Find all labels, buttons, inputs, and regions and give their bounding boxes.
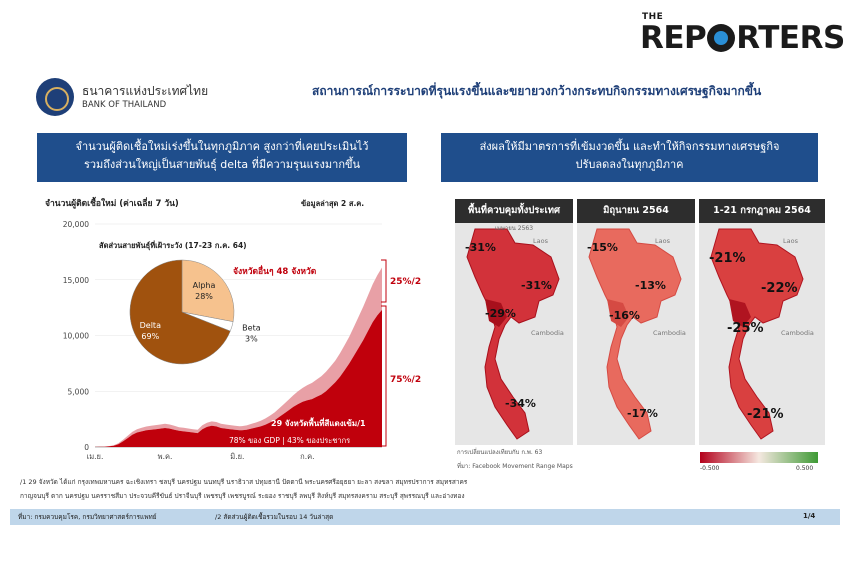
map-change-label: -21% [709, 251, 746, 266]
pie-label-alpha: Alpha [193, 281, 216, 290]
province-footnote: /1 29 จังหวัด ได้แก่ กรุงเทพมหานคร ฉะเชิ… [20, 478, 468, 500]
map-place-label: Cambodia [531, 329, 564, 337]
map-change-label: -13% [635, 279, 666, 292]
map-header: พื้นที่ควบคุมทั้งประเทศ [455, 199, 573, 223]
new-cases-chart-svg: จำนวนผู้ติดเชื้อใหม่ (ค่าเฉลี่ย 7 วัน) ข้… [45, 196, 421, 461]
map-change-label: -31% [465, 241, 496, 254]
map-place-label: Cambodia [781, 329, 814, 337]
y-tick-label: 5,000 [68, 387, 90, 396]
map-change-note: การเปลี่ยนแปลงเทียบกับ ก.พ. 63 [457, 449, 543, 456]
chart-title: จำนวนผู้ติดเชื้อใหม่ (ค่าเฉลี่ย 7 วัน) [45, 196, 179, 209]
map-header: 1-21 กรกฎาคม 2564 [699, 199, 825, 223]
map-lockdown-2020: พื้นที่ควบคุมทั้งประเทศ เมษายน 2563 -31%… [455, 199, 573, 445]
central-region-shape [607, 299, 629, 327]
annotation-other-provinces: จังหวัดอื่นๆ 48 จังหวัด [233, 264, 317, 277]
bot-seal-icon [36, 78, 74, 116]
map-place-label: Laos [655, 237, 670, 245]
annotation-red-zone-share: 78% ของ GDP | 43% ของประชากร [229, 436, 350, 445]
map-change-label: -29% [485, 307, 516, 320]
y-tick-label: 10,000 [63, 332, 89, 341]
camera-lens-icon [707, 24, 736, 52]
page-number: 1/4 [803, 512, 816, 520]
y-tick-label: 20,000 [63, 220, 89, 229]
bracket-red-zone [381, 305, 387, 447]
map-change-label: -34% [505, 397, 536, 410]
central-region-shape [485, 299, 507, 327]
central-region-shape [729, 299, 751, 327]
map-change-label: -16% [609, 309, 640, 322]
footer-bar [10, 509, 840, 525]
thailand-map-shape [455, 223, 573, 445]
footer-note: /2 สัดส่วนผู้ติดเชื้อรวมในรอบ 14 วันล่าส… [215, 513, 334, 521]
map-place-label: Laos [783, 237, 798, 245]
legend-min-label: -0.500 [700, 465, 720, 472]
pie-value-beta: 3% [245, 334, 258, 343]
legend-max-label: 0.500 [796, 465, 814, 472]
pie-value-alpha: 28% [195, 292, 213, 301]
thailand-map-shape [577, 223, 695, 445]
map-change-label: -21% [747, 407, 784, 422]
pie-label-beta: Beta [242, 323, 261, 332]
map-subheader: เมษายน 2563 [494, 225, 534, 232]
chart-data-note: ข้อมูลล่าสุด 2 ส.ค. [301, 199, 364, 209]
thailand-outline [466, 228, 560, 440]
movement-maps-panel: พื้นที่ควบคุมทั้งประเทศ เมษายน 2563 -31%… [455, 199, 830, 475]
left-section-header: จำนวนผู้ติดเชื้อใหม่เร่งขึ้นในทุกภูมิภาค… [37, 133, 407, 182]
footer-source: ที่มา: กรมควบคุมโรค, กรมวิทยาศาสตร์การแพ… [18, 513, 157, 521]
bot-name-thai: ธนาคารแห่งประเทศไทย [82, 84, 209, 98]
x-tick-label: พ.ค. [158, 452, 173, 461]
x-tick-label: มิ.ย. [230, 452, 244, 461]
the-reporters-logo: THE REP RTERS [640, 12, 845, 60]
map-place-label: Laos [533, 237, 548, 245]
annotation-red-zone: 29 จังหวัดพื้นที่สีแดงเข้ม/1 [271, 417, 366, 428]
y-tick-label: 15,000 [63, 276, 89, 285]
pie-slice-delta [129, 259, 231, 365]
map-color-legend [700, 452, 818, 463]
map-change-label: -22% [761, 281, 798, 296]
pct-other-provinces: 25%/2 [390, 277, 421, 287]
x-tick-label: ก.ค. [300, 452, 314, 461]
series-red-zone-area [95, 309, 382, 447]
logo-the: THE [642, 12, 664, 22]
logo-wordmark: REP RTERS [640, 20, 845, 56]
thailand-map-shape [699, 223, 825, 445]
map-change-label: -17% [627, 407, 658, 420]
map-header: มิถุนายน 2564 [577, 199, 695, 223]
thailand-outline [710, 228, 804, 440]
bank-of-thailand-logo: ธนาคารแห่งประเทศไทย BANK OF THAILAND [36, 78, 226, 120]
map-source-note: ที่มา: Facebook Movement Range Maps [457, 463, 573, 470]
pct-red-zone: 75%/2 [390, 375, 421, 385]
pie-title: สัดส่วนสายพันธุ์ที่เฝ้าระวัง (17-23 ก.ค.… [99, 239, 247, 250]
page-title: สถานการณ์การระบาดที่รุนแรงขึ้นและขยายวงก… [312, 84, 762, 98]
map-july-2021: 1-21 กรกฎาคม 2564 -21% -22% -25% -21% Laos Ca… [699, 199, 825, 445]
pie-label-delta: Delta [140, 321, 161, 330]
new-cases-chart: จำนวนผู้ติดเชื้อใหม่ (ค่าเฉลี่ย 7 วัน) ข้… [37, 190, 437, 472]
map-change-label: -25% [727, 321, 764, 336]
map-place-label: Cambodia [653, 329, 686, 337]
right-section-header: ส่งผลให้มีมาตรการที่เข้มงวดขึ้น และทำให้… [441, 133, 818, 182]
map-june-2021: มิถุนายน 2564 -15% -13% -16% -17% Laos Cambod… [577, 199, 695, 445]
x-tick-label: เม.ย. [87, 452, 104, 461]
pie-value-delta: 69% [141, 332, 159, 341]
y-tick-label: 0 [84, 443, 89, 452]
bracket-other-provinces [381, 259, 387, 303]
bot-name-english: BANK OF THAILAND [82, 100, 167, 110]
map-change-label: -31% [521, 279, 552, 292]
thailand-outline [588, 228, 682, 440]
pie-slice-alpha [181, 259, 235, 322]
map-change-label: -15% [587, 241, 618, 254]
